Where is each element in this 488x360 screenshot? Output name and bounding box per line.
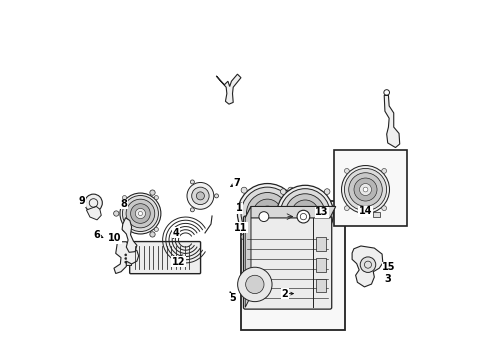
Bar (316, 258, 325, 272)
Circle shape (341, 166, 389, 213)
Text: 10: 10 (108, 233, 122, 243)
Circle shape (84, 194, 102, 212)
Text: 6: 6 (94, 230, 100, 240)
Circle shape (287, 187, 293, 193)
Circle shape (363, 187, 367, 192)
Circle shape (154, 195, 158, 200)
Circle shape (120, 193, 161, 234)
FancyBboxPatch shape (129, 242, 200, 274)
Circle shape (324, 189, 329, 194)
Circle shape (190, 208, 194, 212)
Circle shape (124, 257, 126, 260)
Text: 12: 12 (171, 257, 185, 267)
Circle shape (149, 232, 155, 237)
Circle shape (191, 187, 209, 204)
Bar (316, 237, 325, 251)
Polygon shape (384, 95, 399, 148)
Circle shape (113, 211, 119, 216)
Circle shape (381, 206, 386, 211)
Circle shape (344, 168, 348, 173)
Bar (359, 210, 366, 214)
Circle shape (344, 168, 386, 211)
Text: 14: 14 (358, 206, 371, 216)
Polygon shape (244, 207, 335, 218)
Text: 1: 1 (235, 203, 242, 213)
Circle shape (241, 234, 246, 240)
Circle shape (124, 254, 126, 256)
Circle shape (245, 275, 264, 294)
Bar (122, 250, 131, 265)
Circle shape (348, 173, 382, 206)
Circle shape (135, 208, 145, 219)
Circle shape (259, 212, 268, 221)
Circle shape (196, 192, 204, 200)
Circle shape (280, 233, 285, 238)
Circle shape (291, 200, 318, 227)
Bar (316, 279, 325, 292)
Circle shape (122, 195, 126, 200)
Polygon shape (86, 207, 101, 220)
Circle shape (237, 267, 271, 302)
Text: 3: 3 (384, 274, 391, 284)
Circle shape (344, 206, 348, 211)
Circle shape (264, 211, 270, 216)
Circle shape (298, 207, 312, 221)
Circle shape (276, 185, 333, 242)
Text: 4: 4 (172, 228, 179, 238)
Text: 13: 13 (315, 207, 328, 217)
Polygon shape (244, 207, 250, 307)
Text: 2: 2 (281, 289, 287, 298)
Polygon shape (216, 74, 241, 104)
Circle shape (190, 180, 194, 184)
Circle shape (280, 189, 329, 238)
Circle shape (124, 261, 126, 263)
Circle shape (353, 178, 376, 201)
Circle shape (122, 228, 126, 231)
Text: 15: 15 (382, 262, 395, 273)
Circle shape (296, 210, 309, 223)
Circle shape (260, 206, 274, 221)
Text: 11: 11 (234, 222, 247, 233)
Circle shape (241, 187, 293, 240)
Circle shape (287, 234, 293, 240)
Circle shape (381, 168, 386, 173)
Text: 9: 9 (79, 196, 85, 206)
Text: 5: 5 (228, 293, 235, 303)
Polygon shape (351, 246, 382, 287)
Circle shape (138, 211, 142, 216)
Circle shape (324, 233, 329, 238)
Text: 8: 8 (120, 199, 127, 209)
Circle shape (214, 194, 218, 198)
Polygon shape (114, 242, 139, 274)
FancyBboxPatch shape (243, 216, 331, 309)
Circle shape (241, 187, 246, 193)
Circle shape (237, 184, 297, 243)
Circle shape (186, 183, 213, 209)
Text: 7: 7 (233, 178, 240, 188)
Circle shape (360, 257, 375, 273)
Bar (372, 212, 379, 217)
Circle shape (285, 194, 324, 233)
Circle shape (130, 204, 150, 223)
Circle shape (149, 190, 155, 195)
Polygon shape (122, 218, 137, 252)
Bar (241, 201, 345, 330)
Circle shape (280, 189, 285, 194)
Circle shape (302, 211, 307, 216)
Circle shape (154, 228, 158, 231)
Circle shape (252, 199, 281, 228)
Circle shape (126, 199, 154, 228)
Circle shape (122, 195, 158, 231)
Bar (334, 150, 406, 226)
Circle shape (359, 184, 371, 195)
Circle shape (246, 193, 288, 234)
